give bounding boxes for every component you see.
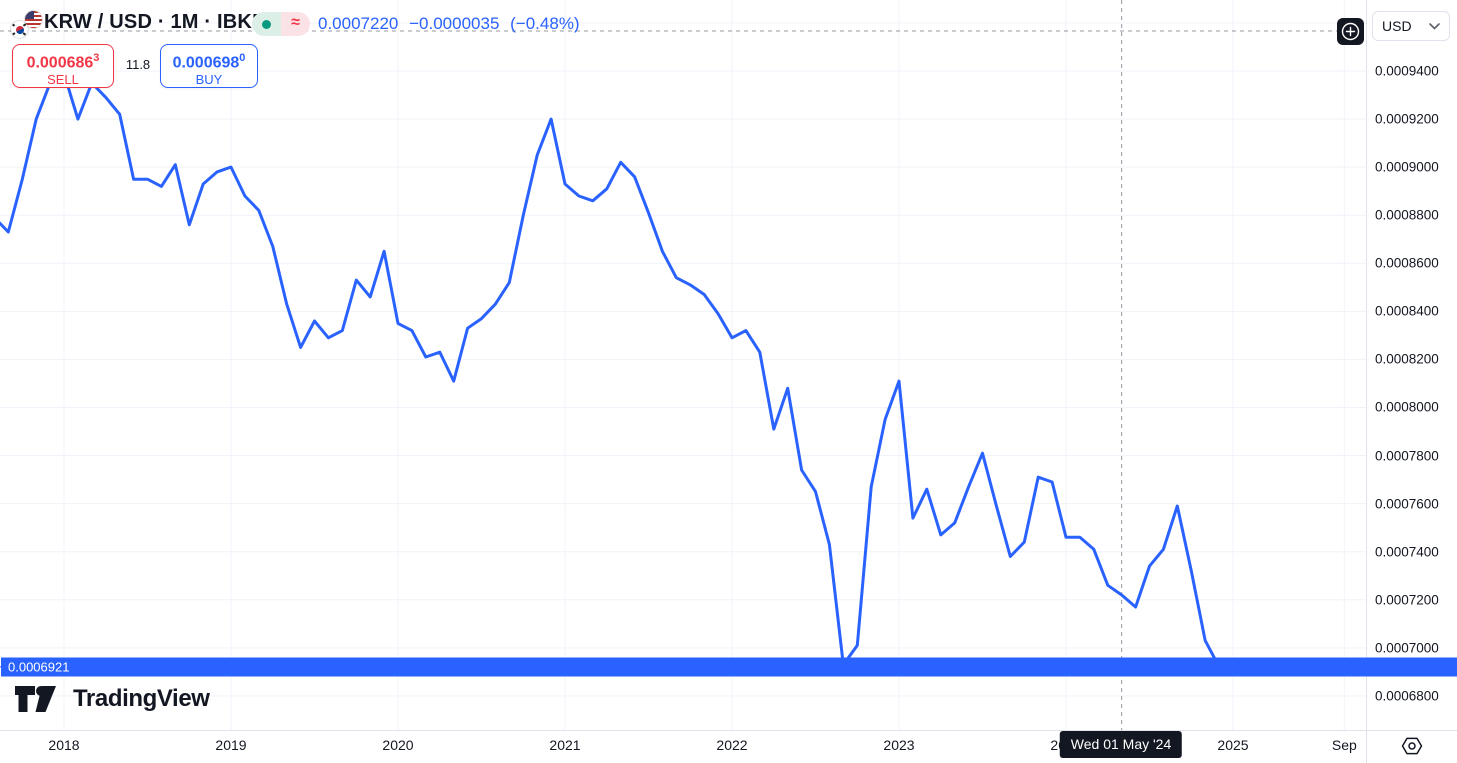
hexagon-settings-icon <box>1401 737 1423 755</box>
time-tick-label: 2020 <box>382 737 414 753</box>
crosshair-date-badge: Wed 01 May '24 <box>1059 731 1183 758</box>
price-tick-label: 0.0008000 <box>1375 399 1439 415</box>
price-tick-label: 0.0007000 <box>1375 640 1439 656</box>
price-tick-label: 0.0007400 <box>1375 544 1439 560</box>
sell-price: 0.0006863 <box>26 52 100 72</box>
time-tick-label: 2023 <box>883 737 915 753</box>
last-price-badge: 0.0006921 <box>1 657 1457 677</box>
price-axis-separator <box>1366 0 1367 763</box>
buy-label: BUY <box>195 72 223 88</box>
header-quote: 0.0007220 −0.0000035 (−0.48%) <box>318 14 586 34</box>
krwusd-price-line <box>0 71 1221 669</box>
price-tick-label: 0.0007600 <box>1375 496 1439 512</box>
sell-label: SELL <box>47 72 79 88</box>
time-tick-label: 2021 <box>549 737 581 753</box>
chevron-down-icon <box>1429 22 1440 30</box>
market-open-dot-icon <box>262 19 271 29</box>
buy-price: 0.0006980 <box>172 52 246 72</box>
price-chart-pane[interactable] <box>0 0 1366 730</box>
header-change-pct: (−0.48%) <box>510 14 580 33</box>
price-tick-label: 0.0008800 <box>1375 207 1439 223</box>
market-status-pills[interactable]: ≈ <box>252 12 310 36</box>
price-axis[interactable]: 0.0009400 0.0009200 0.0009000 0.0008800 0.00… <box>1367 0 1457 730</box>
spread-value: 11.8 <box>125 57 151 72</box>
time-tick-label: 2022 <box>716 737 748 753</box>
symbol-title[interactable]: KRW / USD · 1M · IBKR <box>44 11 267 33</box>
price-tick-label: 0.0008400 <box>1375 303 1439 319</box>
time-tick-label: 2019 <box>215 737 247 753</box>
tradingview-logo-icon <box>15 686 56 712</box>
market-open-badge <box>252 12 281 36</box>
sell-button[interactable]: 0.0006863 SELL <box>12 44 114 88</box>
price-tick-label: 0.0008200 <box>1375 351 1439 367</box>
symbol-flags <box>11 10 43 40</box>
price-scale-currency-dropdown[interactable]: USD <box>1372 11 1450 41</box>
price-tick-label: 0.0007200 <box>1375 592 1439 608</box>
add-alert-plus-button[interactable] <box>1337 18 1364 45</box>
usd-flag-icon <box>25 11 42 28</box>
time-axis-separator <box>0 730 1457 731</box>
header-last-price: 0.0007220 <box>318 14 399 33</box>
krw-flag-icon <box>11 21 28 38</box>
currency-label: USD <box>1382 18 1412 34</box>
time-tick-label: 2025 <box>1217 737 1249 753</box>
buy-button[interactable]: 0.0006980 BUY <box>160 44 258 88</box>
price-tick-label: 0.0007800 <box>1375 448 1439 464</box>
price-tick-label: 0.0009200 <box>1375 111 1439 127</box>
price-tick-label: 0.0009000 <box>1375 159 1439 175</box>
plus-circle-icon <box>1341 22 1360 41</box>
price-tick-label: 0.0006800 <box>1375 688 1439 704</box>
scale-settings-button[interactable] <box>1399 733 1425 759</box>
price-tick-label: 0.0008600 <box>1375 255 1439 271</box>
header-change: −0.0000035 <box>409 14 500 33</box>
time-tick-label: Sep <box>1331 737 1357 753</box>
approx-icon: ≈ <box>291 14 300 31</box>
tradingview-logo[interactable]: TradingView <box>14 684 210 714</box>
time-tick-label: 2018 <box>48 737 80 753</box>
tradingview-logo-text: TradingView <box>73 685 210 712</box>
price-tick-label: 0.0009400 <box>1375 63 1439 79</box>
delayed-data-badge: ≈ <box>281 12 310 36</box>
